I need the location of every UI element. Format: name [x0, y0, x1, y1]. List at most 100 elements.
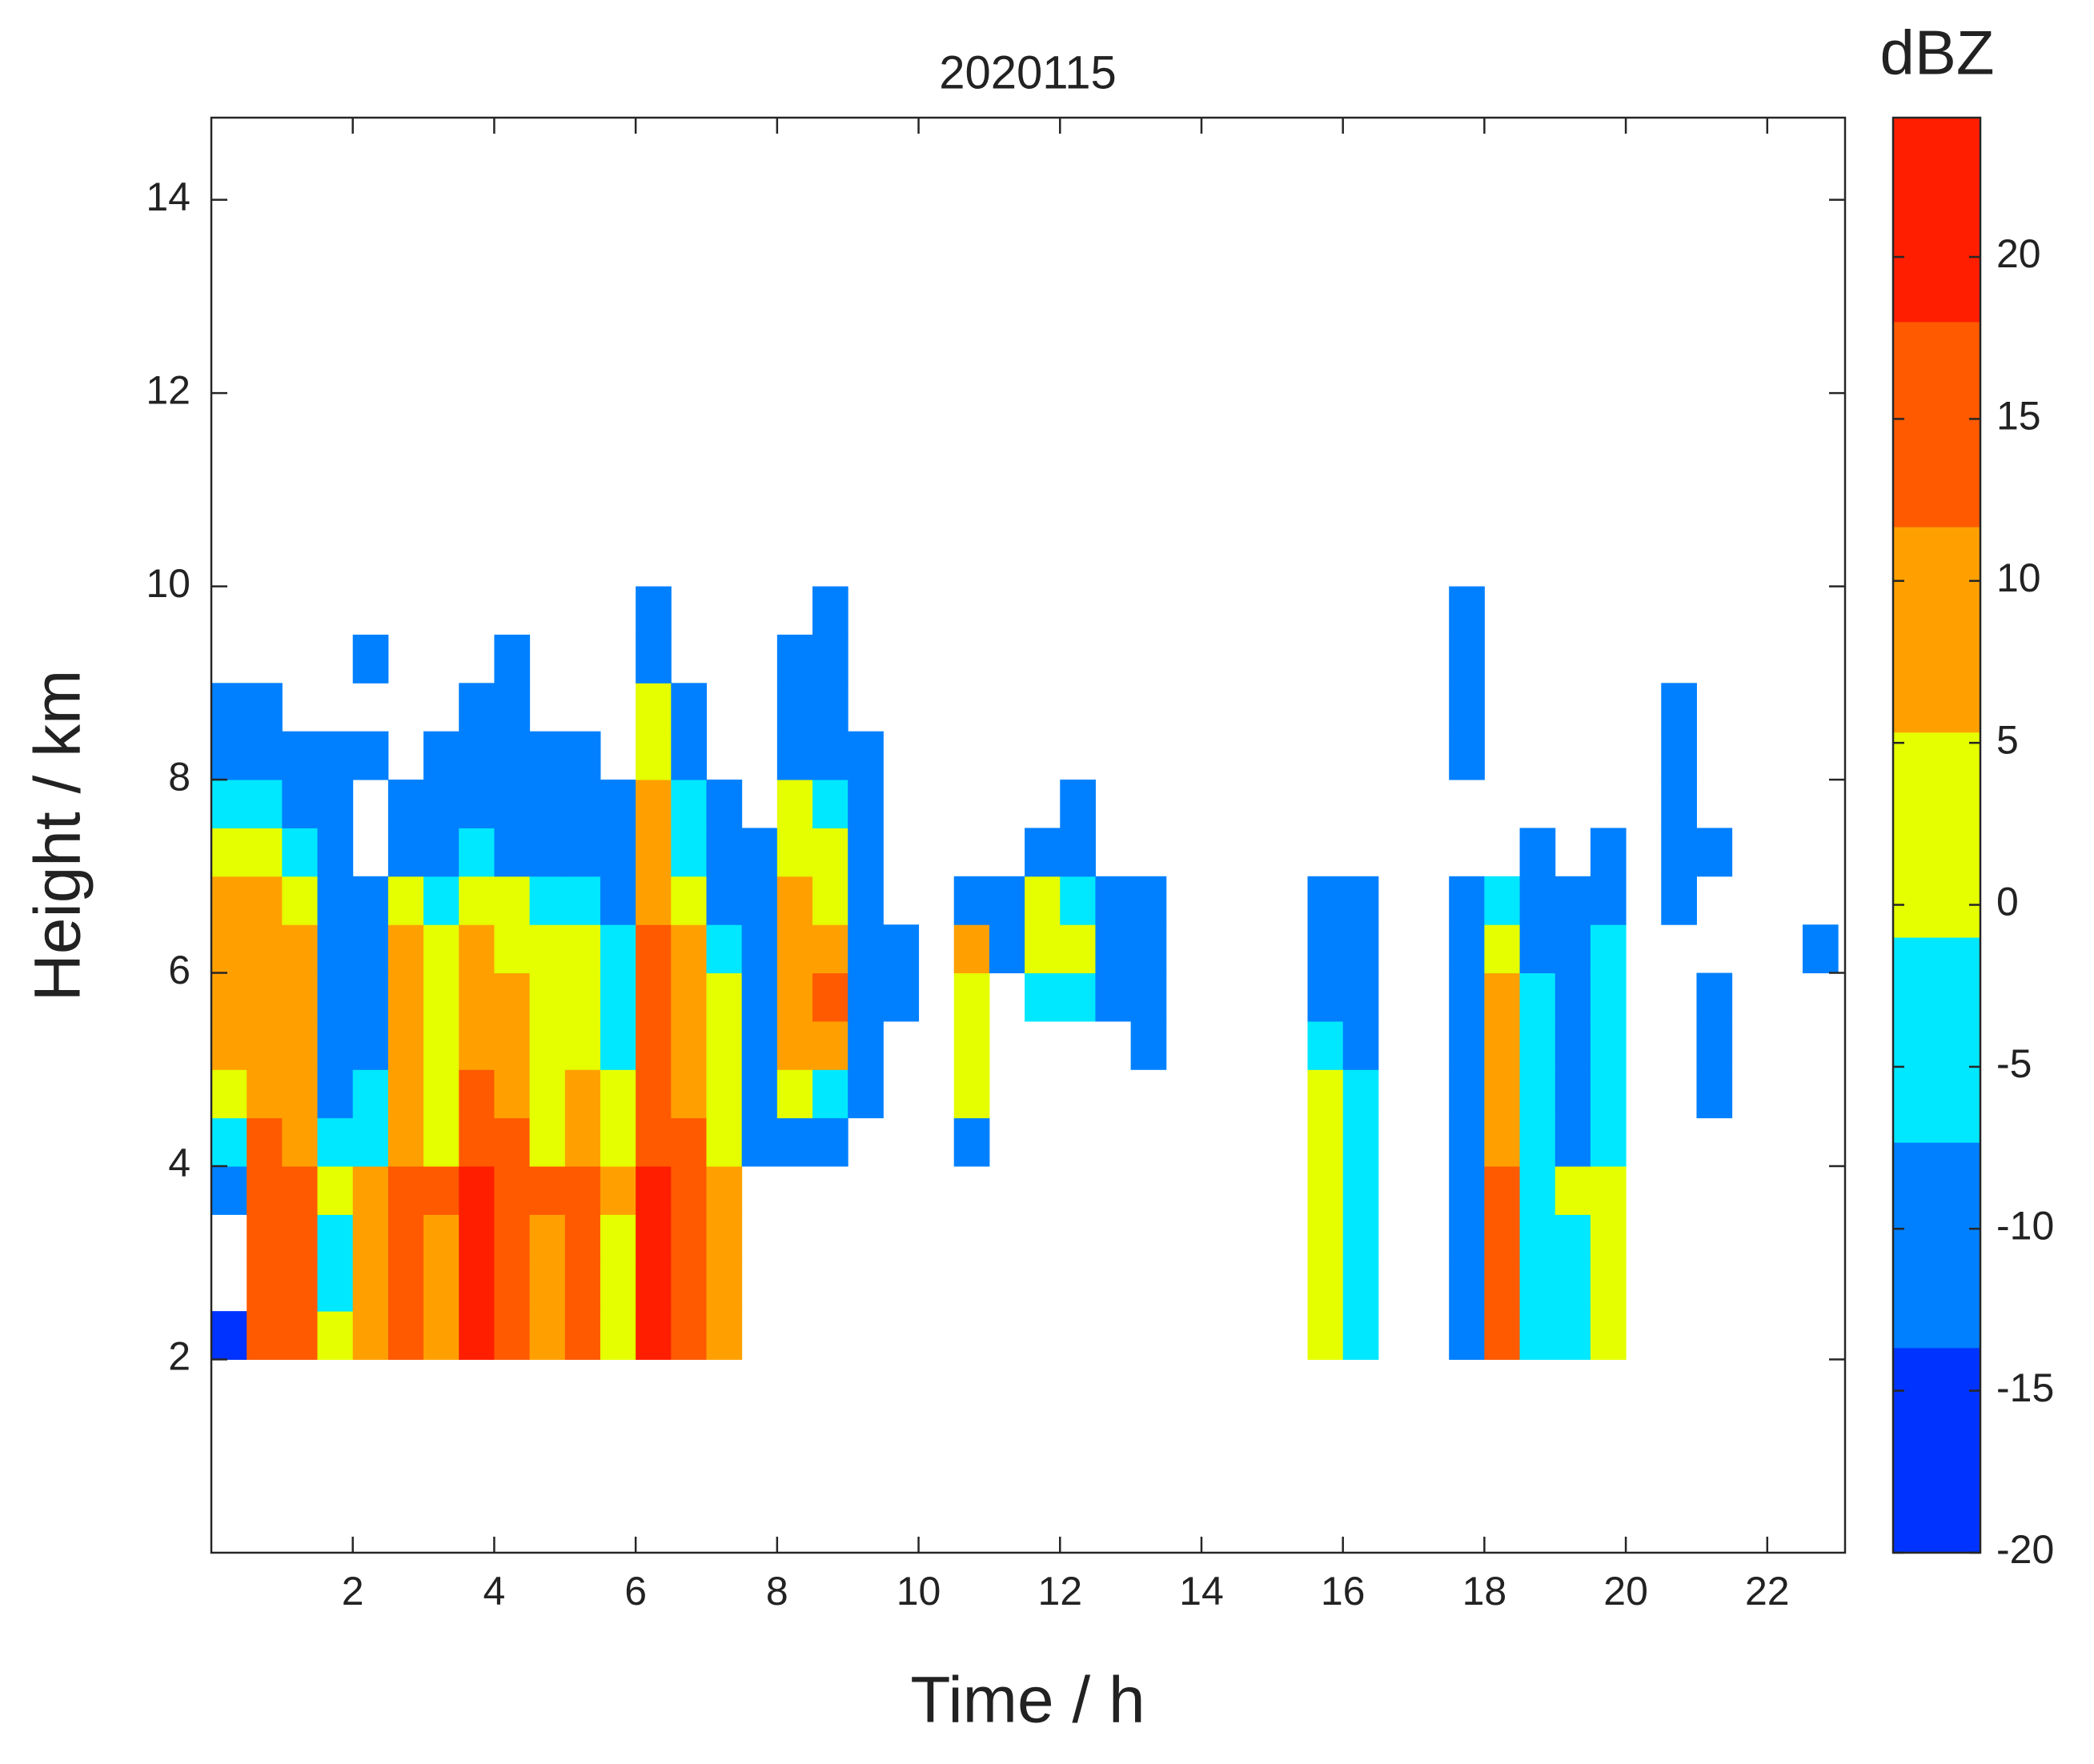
cell	[671, 1311, 707, 1361]
cell	[494, 1020, 531, 1070]
cell	[776, 876, 813, 925]
cell	[671, 924, 707, 974]
cell	[564, 780, 601, 828]
cell	[459, 1166, 495, 1215]
x-tick-label: 14	[1179, 1569, 1224, 1614]
cell	[317, 828, 354, 877]
cell	[1696, 972, 1733, 1022]
cell	[494, 780, 531, 828]
cell	[1519, 1214, 1556, 1264]
cell	[1025, 972, 1061, 1022]
y-tick-label: 12	[146, 367, 191, 412]
x-tick-label: 22	[1745, 1569, 1790, 1614]
cell	[636, 731, 672, 780]
cell	[1449, 876, 1485, 925]
cell	[1449, 1069, 1485, 1119]
cell	[317, 1262, 354, 1312]
cell	[1307, 972, 1344, 1022]
cell	[776, 972, 813, 1022]
cell	[459, 1020, 495, 1070]
colorbar-tick-label: 10	[1996, 555, 2041, 600]
cell	[706, 972, 743, 1022]
cell	[706, 1069, 743, 1119]
cell	[494, 1166, 531, 1215]
cell	[529, 828, 566, 877]
cell	[953, 1020, 990, 1070]
cell	[387, 1262, 424, 1312]
cell	[848, 828, 884, 877]
cell	[1484, 1117, 1521, 1167]
cell	[989, 924, 1025, 974]
cell	[211, 924, 247, 974]
cell	[387, 924, 424, 974]
cell	[1519, 972, 1556, 1022]
x-tick-label: 8	[766, 1569, 788, 1614]
colorbar-tick-label: 0	[1996, 880, 2019, 924]
cell	[459, 1214, 495, 1264]
cell	[1449, 1020, 1485, 1070]
plot-frame	[210, 116, 1847, 1554]
cell	[741, 828, 778, 877]
cell	[706, 1117, 743, 1167]
cell	[812, 924, 848, 974]
cell	[459, 924, 495, 974]
cell	[671, 1069, 707, 1119]
cell	[600, 924, 636, 974]
cell	[1484, 924, 1521, 974]
cell	[812, 1069, 848, 1119]
cell	[247, 1214, 283, 1264]
cell	[494, 876, 531, 925]
cell	[494, 972, 531, 1022]
cell	[848, 876, 884, 925]
cell	[1307, 1117, 1344, 1167]
cell	[741, 1069, 778, 1119]
x-tick-label: 10	[897, 1569, 941, 1614]
cell	[1307, 1166, 1344, 1215]
cell	[282, 1020, 319, 1070]
cell	[352, 1214, 389, 1264]
cell	[282, 1069, 319, 1119]
cell	[636, 586, 672, 635]
cell	[812, 828, 848, 877]
cell	[564, 1117, 601, 1167]
cell	[1307, 924, 1344, 974]
cell	[1661, 683, 1697, 732]
cell	[671, 780, 707, 828]
cell	[1449, 1262, 1485, 1312]
cell	[317, 731, 354, 780]
cell	[352, 972, 389, 1022]
cell	[600, 1117, 636, 1167]
cell	[423, 876, 459, 925]
cell	[706, 876, 743, 925]
cell	[564, 1020, 601, 1070]
cell	[741, 1117, 778, 1167]
cell	[211, 1166, 247, 1215]
cell	[423, 731, 459, 780]
cell	[1484, 1166, 1521, 1215]
cell	[387, 1166, 424, 1215]
cell	[423, 1117, 459, 1167]
cell	[317, 924, 354, 974]
cell	[1130, 972, 1167, 1022]
cell	[352, 924, 389, 974]
cell	[1590, 924, 1627, 974]
cell	[247, 972, 283, 1022]
cell	[459, 972, 495, 1022]
cell	[282, 1214, 319, 1264]
cell	[776, 634, 813, 684]
cell	[247, 1262, 283, 1312]
cell	[600, 1069, 636, 1119]
cell	[1342, 972, 1379, 1022]
cell	[1519, 1069, 1556, 1119]
cell	[1449, 924, 1485, 974]
cell	[741, 876, 778, 925]
cell	[459, 683, 495, 732]
cell	[352, 876, 389, 925]
cell	[564, 731, 601, 780]
cell	[564, 876, 601, 925]
cell	[317, 1214, 354, 1264]
cell	[1696, 1020, 1733, 1070]
cell	[776, 1069, 813, 1119]
cell	[1307, 1214, 1344, 1264]
colorbar-segment	[1893, 732, 1980, 938]
